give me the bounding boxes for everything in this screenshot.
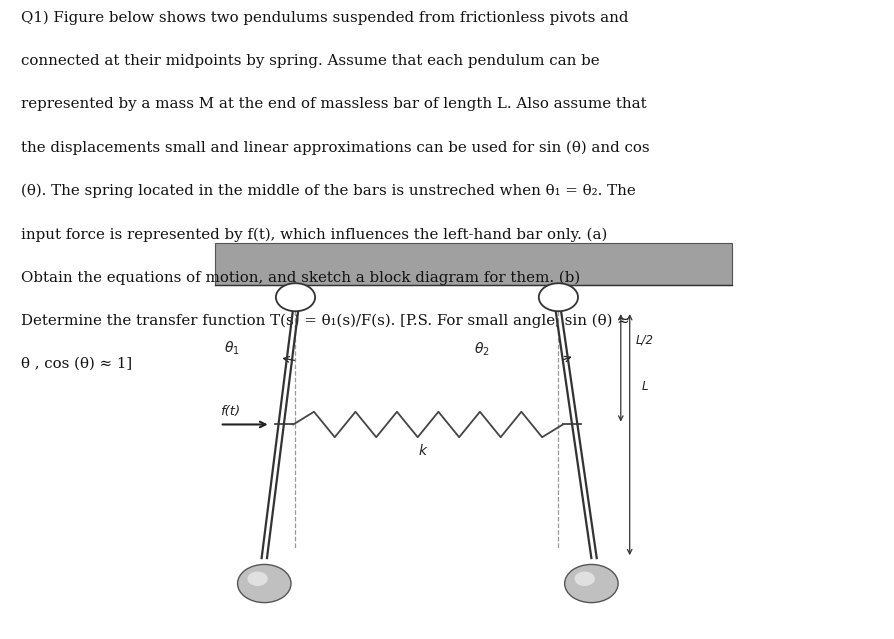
Bar [215,284,732,599]
Circle shape [565,564,618,603]
Text: Determine the transfer function T(s) = θ₁(s)/F(s). [P.S. For small angle, sin (θ: Determine the transfer function T(s) = θ… [21,314,629,328]
Circle shape [238,564,291,603]
Text: Q1) Figure below shows two pendulums suspended from frictionless pivots and: Q1) Figure below shows two pendulums sus… [21,11,628,26]
Text: L/2: L/2 [636,334,654,346]
Text: f(t): f(t) [220,405,240,418]
Text: M: M [586,590,598,604]
Circle shape [248,571,268,586]
Text: L: L [641,380,648,393]
Text: represented by a mass M at the end of massless bar of length L. Also assume that: represented by a mass M at the end of ma… [21,98,646,111]
Text: k: k [418,443,426,458]
Text: $\theta_1$: $\theta_1$ [224,339,240,357]
Circle shape [276,283,315,311]
Bar [215,243,732,284]
Circle shape [575,571,595,586]
Text: $\theta_2$: $\theta_2$ [474,341,490,358]
Text: connected at their midpoints by spring. Assume that each pendulum can be: connected at their midpoints by spring. … [21,54,600,68]
Text: Obtain the equations of motion, and sketch a block diagram for them. (b): Obtain the equations of motion, and sket… [21,270,580,285]
Text: M: M [258,590,270,604]
Text: the displacements small and linear approximations can be used for sin (θ) and co: the displacements small and linear appro… [21,141,650,155]
Text: (θ). The spring located in the middle of the bars is unstreched when θ₁ = θ₂. Th: (θ). The spring located in the middle of… [21,184,636,198]
Text: input force is represented by f(t), which influences the left-hand bar only. (a): input force is represented by f(t), whic… [21,227,607,242]
Text: θ , cos (θ) ≈ 1]: θ , cos (θ) ≈ 1] [21,357,132,371]
Circle shape [539,283,578,311]
